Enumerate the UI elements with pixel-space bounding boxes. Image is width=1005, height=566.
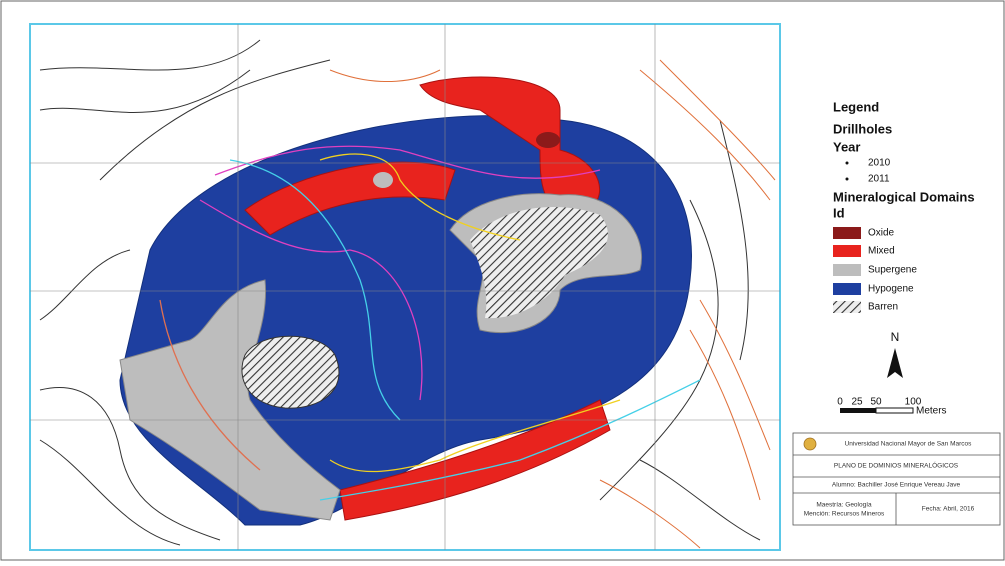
legend-swatch [833,227,861,239]
legend-label: Hypogene [868,284,914,295]
scale-bar: 0 25 50 100 Meters [837,397,946,417]
scale-segment [875,407,914,414]
legend-label: 2010 [868,158,891,169]
scale-unit: Meters [916,406,947,417]
legend: Legend Drillholes Year 2010 2011 Mineral… [833,99,975,313]
mixed-zone [244,161,456,236]
university: Universidad Nacional Mayor de San Marcos [845,441,973,448]
legend-label: Oxide [868,228,895,239]
legend-swatch [833,245,861,257]
legend-swatch [833,283,861,295]
grid-lines [30,24,780,550]
legend-heading: Id [833,205,845,220]
contours [39,39,761,546]
barren-zone [470,207,608,319]
legend-heading: Year [833,139,860,154]
legend-title: Legend [833,99,879,114]
supergene-zone [119,279,341,521]
legend-heading: Drillholes [833,121,892,136]
legend-label: Mixed [868,246,895,257]
barren-zone [241,335,340,409]
orange-contours [329,59,776,549]
north-label: N [891,330,900,344]
oxide-zone [536,132,560,148]
legend-label: Barren [868,302,898,313]
legend-label: Supergene [868,265,917,276]
legend-swatch [833,301,861,313]
student: Alumno: Bachiller José Enrique Vereau Ja… [832,482,961,489]
degree: Maestría: Geología [816,502,872,509]
legend-swatch [833,264,861,276]
scale-label: 100 [905,397,922,408]
scale-label: 0 [837,397,843,408]
legend-label: 2011 [868,174,890,185]
north-arrow-shape [887,348,903,378]
date: Fecha: Abril, 2016 [922,506,975,513]
mention: Mención: Recursos Mineros [804,511,885,518]
pit-outlines [159,145,701,501]
scale-label: 50 [870,397,882,408]
map [29,23,781,551]
legend-symbol [845,161,849,165]
scale-segment [840,408,876,413]
plan-title: PLANO DE DOMINIOS MINERALÓGICOS [834,461,959,470]
legend-heading: Mineralogical Domains [833,189,975,204]
scale-label: 25 [851,397,863,408]
north-arrow: N [887,330,903,378]
legend-symbol [845,177,849,181]
mixed-zone [339,399,611,521]
supergene-zone [373,172,393,188]
title-block [792,432,1001,526]
